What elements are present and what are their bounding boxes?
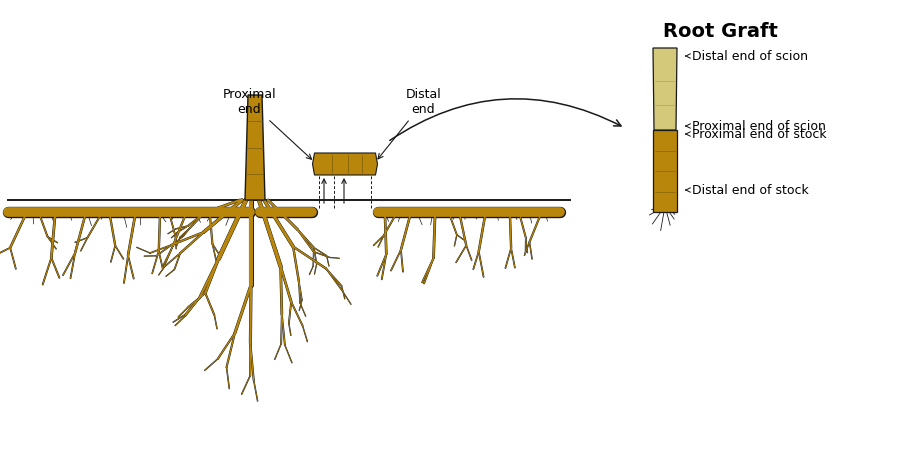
Polygon shape — [245, 95, 265, 200]
Text: Proximal
end: Proximal end — [222, 88, 311, 159]
Text: Distal
end: Distal end — [378, 88, 441, 159]
Text: Distal end of scion: Distal end of scion — [686, 50, 808, 63]
Polygon shape — [653, 48, 677, 130]
Polygon shape — [653, 130, 677, 212]
Text: Distal end of stock: Distal end of stock — [686, 184, 809, 197]
Text: Proximal end of scion: Proximal end of scion — [686, 120, 826, 132]
Text: Root Graft: Root Graft — [662, 22, 778, 41]
Polygon shape — [312, 153, 377, 175]
Text: Proximal end of stock: Proximal end of stock — [686, 127, 826, 140]
